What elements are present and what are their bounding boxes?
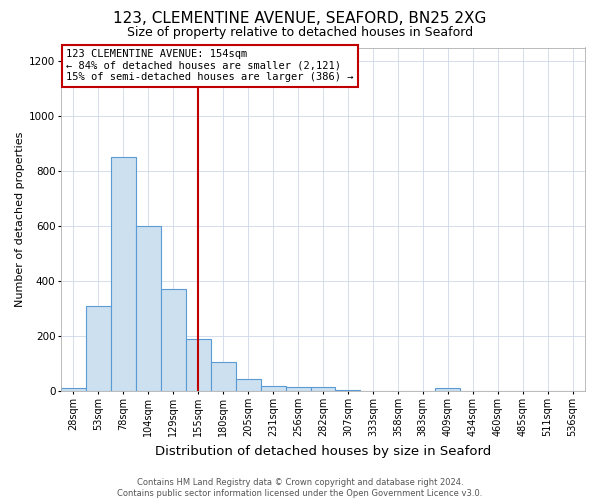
Bar (86, 306, 111, 391)
Bar (236, 379, 260, 391)
Bar (61, 388, 86, 391)
Text: 123, CLEMENTINE AVENUE, SEAFORD, BN25 2XG: 123, CLEMENTINE AVENUE, SEAFORD, BN25 2X… (113, 11, 487, 26)
Text: 123 CLEMENTINE AVENUE: 154sqm
← 84% of detached houses are smaller (2,121)
15% o: 123 CLEMENTINE AVENUE: 154sqm ← 84% of d… (66, 49, 354, 82)
Bar (260, 386, 286, 391)
Bar (435, 388, 460, 391)
X-axis label: Distribution of detached houses by size in Seaford: Distribution of detached houses by size … (155, 444, 491, 458)
Bar (211, 362, 236, 391)
Bar (186, 339, 211, 391)
Bar (161, 290, 186, 391)
Bar (286, 387, 311, 391)
Bar (311, 387, 335, 391)
Text: Contains HM Land Registry data © Crown copyright and database right 2024.
Contai: Contains HM Land Registry data © Crown c… (118, 478, 482, 498)
Y-axis label: Number of detached properties: Number of detached properties (15, 132, 25, 307)
Text: Size of property relative to detached houses in Seaford: Size of property relative to detached ho… (127, 26, 473, 39)
Bar (335, 390, 361, 391)
Bar (111, 158, 136, 391)
Bar (136, 226, 161, 391)
